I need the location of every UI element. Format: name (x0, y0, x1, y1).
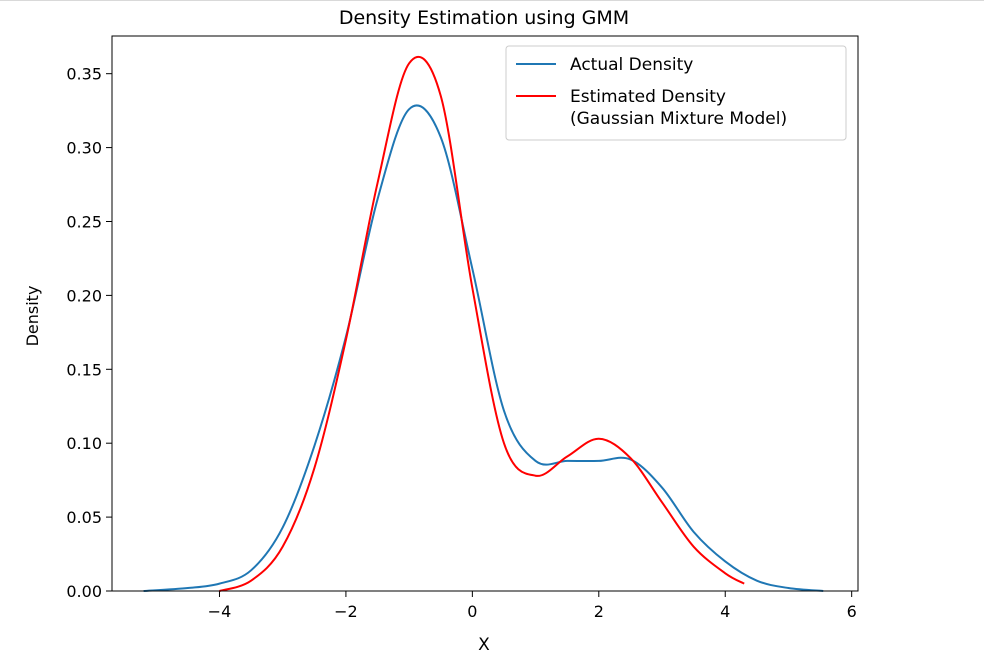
y-tick-label: 0.10 (66, 434, 102, 453)
legend-entry-label: Estimated Density (Gaussian Mixture Model… (570, 87, 787, 129)
x-tick-label: −2 (334, 602, 358, 621)
axis-ticks: −4 −2 0 2 4 6 0.00 0.05 0.10 0.15 0.20 0.25 0.30 0.35 (66, 65, 856, 621)
y-tick-label: 0.05 (66, 508, 102, 527)
y-tick-label: 0.20 (66, 286, 102, 305)
x-tick-label: −4 (208, 602, 232, 621)
legend-entry-label: Actual Density (570, 55, 693, 75)
actual-density-line (143, 104, 824, 592)
y-tick-label: 0.30 (66, 139, 102, 158)
y-axis-label: Density (23, 286, 42, 347)
plot-area-frame (111, 35, 859, 592)
y-tick-label: 0.15 (66, 360, 102, 379)
y-tick-label: 0.25 (66, 212, 102, 231)
y-tick-label: 0.35 (66, 65, 102, 84)
x-tick-label: 4 (720, 602, 730, 621)
x-axis-label: X (478, 635, 490, 655)
chart-title: Density Estimation using GMM (339, 7, 629, 29)
estimated-density-line (219, 55, 745, 592)
x-tick-label: 6 (847, 602, 857, 621)
x-tick-label: 0 (467, 602, 477, 621)
series-layer (143, 55, 824, 592)
y-tick-label: 0.00 (66, 582, 102, 601)
legend: Actual Density Estimated Density (Gaussian… (505, 45, 847, 141)
top-border-line (0, 0, 984, 1)
x-tick-label: 2 (594, 602, 604, 621)
legend-box (505, 45, 847, 141)
